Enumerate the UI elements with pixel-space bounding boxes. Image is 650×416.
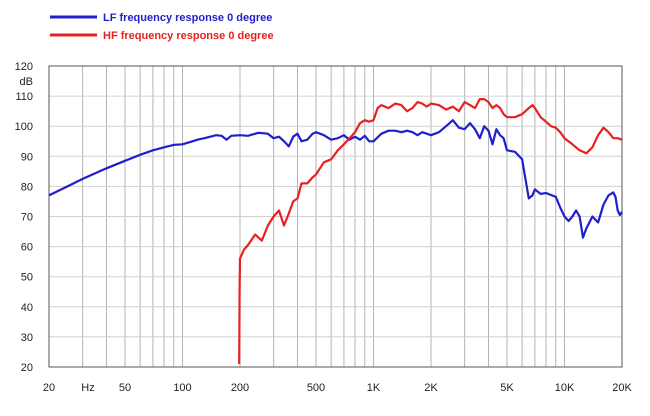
x-tick-label: 200 [231,382,249,394]
y-tick-label: 80 [21,181,33,193]
x-axis-label: Hz [81,382,94,394]
y-tick-label: 90 [21,151,33,163]
y-tick-label: 70 [21,212,33,224]
x-tick-label: 1K [367,382,381,394]
x-tick-label: 10K [555,382,575,394]
y-tick-label: 120 [15,61,33,73]
y-tick-label: 50 [21,272,33,284]
y-tick-label: 100 [15,121,33,133]
y-tick-label: 40 [21,302,33,314]
series-lines [48,98,623,365]
x-tick-label: 100 [173,382,191,394]
plot-frame [48,65,623,368]
x-tick-label: 2K [424,382,438,394]
x-tick-label: 50 [119,382,131,394]
x-tick-label: 500 [307,382,325,394]
legend-label: HF frequency response 0 degree [103,30,274,42]
legend: LF frequency response 0 degree HF frequen… [50,12,274,42]
legend-label: LF frequency response 0 degree [103,12,272,24]
y-tick-label: 60 [21,242,33,254]
x-tick-label: 20 [43,382,55,394]
y-axis-label: dB [20,76,33,88]
series-line-hf [238,98,623,365]
x-axis-ticks: 20 50 100 200 500 1K 2K 5K 10K 20K [43,382,633,394]
series-line-lf [48,119,623,239]
y-tick-label: 30 [21,332,33,344]
y-tick-label: 20 [21,362,33,374]
y-axis-ticks: 20 30 40 50 60 70 80 90 100 110 120 [15,61,33,374]
x-tick-label: 5K [500,382,514,394]
grid [49,66,622,367]
x-tick-label: 20K [612,382,632,394]
y-tick-label: 110 [15,91,33,103]
